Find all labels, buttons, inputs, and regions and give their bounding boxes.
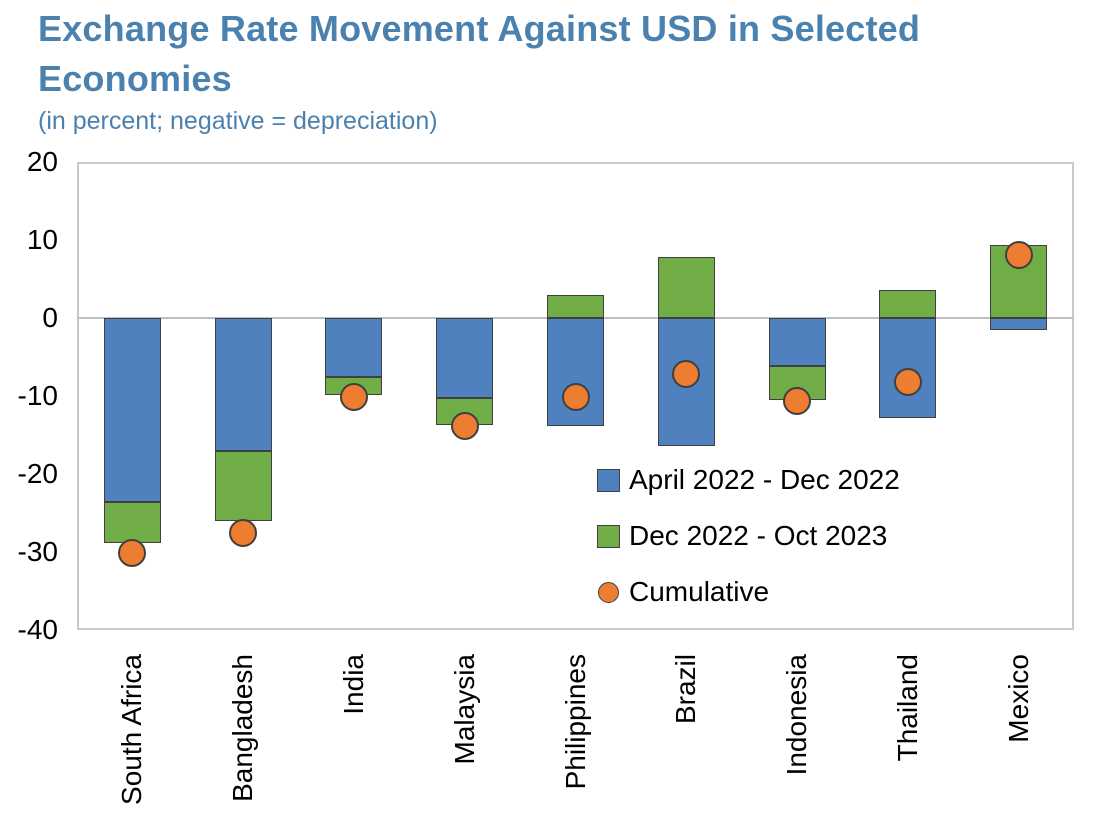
- x-axis-category-label: Malaysia: [448, 654, 480, 765]
- legend-item: Dec 2022 - Oct 2023: [597, 520, 900, 551]
- cumulative-dot: [783, 386, 812, 415]
- cumulative-dot: [339, 382, 368, 411]
- legend-label: April 2022 - Dec 2022: [629, 464, 900, 495]
- chart-title: Exchange Rate Movement Against USD in Se…: [38, 4, 920, 104]
- y-axis-tick-label: -40: [17, 614, 58, 645]
- bar-segment-april-2022-dec-2022: [990, 318, 1048, 331]
- cumulative-dot: [893, 367, 922, 396]
- y-axis-tick-label: 10: [26, 224, 58, 255]
- x-axis-category-label: Brazil: [670, 654, 702, 725]
- cumulative-dot: [450, 411, 479, 440]
- y-axis-tick-label: 0: [42, 302, 58, 333]
- cumulative-dot: [229, 519, 258, 548]
- bar-segment-april-2022-dec-2022: [436, 318, 494, 398]
- cumulative-dot: [561, 382, 590, 411]
- x-axis-category-label: South Africa: [116, 654, 148, 805]
- chart-subtitle: (in percent; negative = depreciation): [38, 107, 438, 135]
- legend-item: Cumulative: [597, 576, 900, 607]
- chart-title-line-2: Economies: [38, 58, 232, 99]
- bar-segment-april-2022-dec-2022: [325, 318, 383, 377]
- x-axis-category-label: Bangladesh: [227, 654, 259, 802]
- bar-segment-april-2022-dec-2022: [879, 318, 937, 418]
- legend-label: Cumulative: [629, 576, 770, 607]
- legend-item: April 2022 - Dec 2022: [597, 464, 900, 495]
- cumulative-dot: [1004, 240, 1033, 269]
- legend-circle-marker-icon: [598, 581, 619, 603]
- legend: April 2022 - Dec 2022 Dec 2022 - Oct 2023…: [597, 464, 900, 634]
- chart-title-line-1: Exchange Rate Movement Against USD in Se…: [38, 8, 921, 49]
- bar-segment-dec-2022-oct-2023: [103, 502, 161, 543]
- y-axis-tick-label: -10: [17, 380, 58, 411]
- bar-segment-dec-2022-oct-2023: [879, 289, 937, 318]
- bar-segment-april-2022-dec-2022: [214, 318, 272, 452]
- legend-label: Dec 2022 - Oct 2023: [629, 520, 888, 551]
- x-axis-category-label: Philippines: [559, 654, 591, 790]
- x-axis-category-label: Indonesia: [781, 654, 813, 776]
- bar-segment-dec-2022-oct-2023: [657, 257, 715, 318]
- legend-square-marker-icon: [597, 468, 620, 492]
- bar-segment-april-2022-dec-2022: [103, 318, 161, 503]
- x-axis-category-label: India: [337, 654, 369, 715]
- cumulative-dot: [672, 360, 701, 389]
- bar-segment-dec-2022-oct-2023: [214, 451, 272, 521]
- bar-segment-dec-2022-oct-2023: [547, 294, 604, 318]
- x-axis-category-label: Thailand: [891, 654, 923, 762]
- bar-segment-april-2022-dec-2022: [768, 318, 826, 366]
- y-axis-tick-label: -20: [17, 458, 58, 489]
- x-axis-category-label: Mexico: [1002, 654, 1034, 743]
- y-axis-tick-label: -30: [17, 536, 58, 567]
- y-axis-tick-label: 20: [26, 146, 58, 177]
- cumulative-dot: [118, 538, 147, 567]
- legend-square-marker-icon: [597, 524, 620, 548]
